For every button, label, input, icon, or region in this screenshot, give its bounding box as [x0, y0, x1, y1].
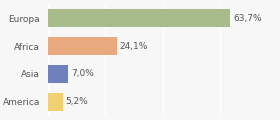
Text: 63,7%: 63,7%: [233, 14, 262, 23]
Text: 5,2%: 5,2%: [66, 97, 88, 106]
Text: 24,1%: 24,1%: [120, 42, 148, 51]
Text: 7,0%: 7,0%: [71, 69, 94, 78]
Bar: [48, 37, 117, 55]
Bar: [48, 9, 230, 27]
Bar: [48, 93, 63, 111]
Bar: [48, 65, 68, 83]
